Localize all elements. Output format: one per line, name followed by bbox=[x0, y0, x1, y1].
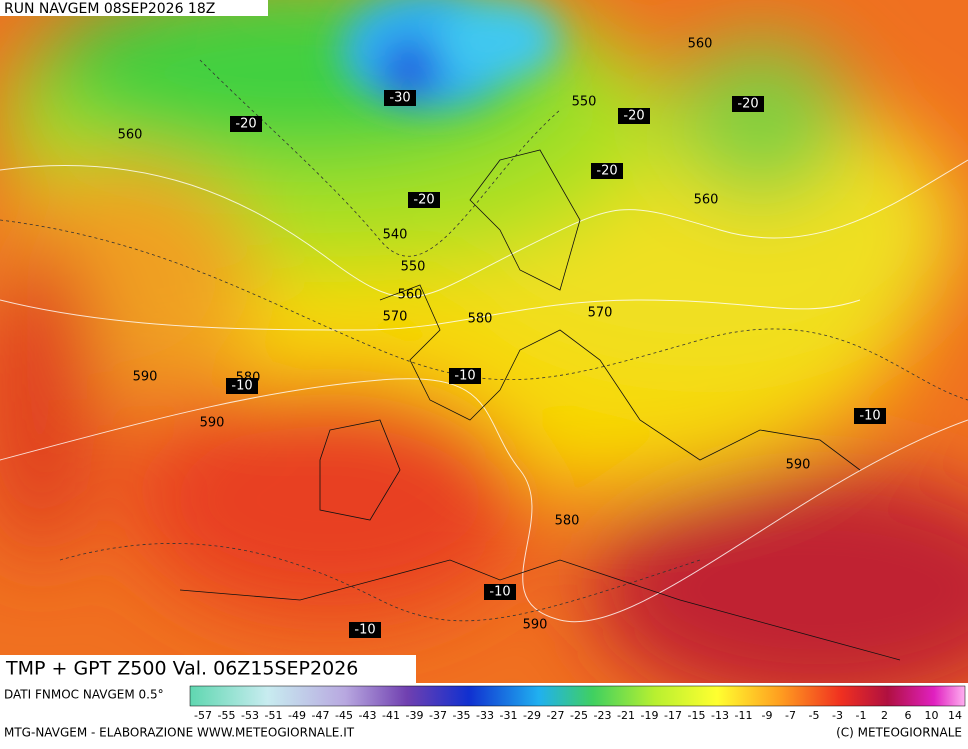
height-label: 570 bbox=[588, 306, 613, 321]
footer-copyright: (C) METEOGIORNALE bbox=[836, 726, 962, 740]
temperature-label: -10 bbox=[489, 585, 510, 600]
height-label: 560 bbox=[118, 128, 143, 143]
colorbar-tick-label: -57 bbox=[194, 709, 212, 722]
label-box bbox=[484, 584, 516, 600]
colorbar-tick-label: -1 bbox=[856, 709, 867, 722]
colorbar-tick-label: 14 bbox=[948, 709, 962, 722]
label-box bbox=[449, 368, 481, 384]
height-label: 590 bbox=[200, 416, 225, 431]
colorbar-tick-label: -5 bbox=[809, 709, 820, 722]
colorbar-tick-label: -37 bbox=[429, 709, 447, 722]
temperature-label: -20 bbox=[623, 109, 644, 124]
colorbar-source: DATI FNMOC NAVGEM 0.5° bbox=[4, 688, 164, 702]
label-box bbox=[226, 378, 258, 394]
colorbar-tick-label: -21 bbox=[617, 709, 635, 722]
height-label: 560 bbox=[694, 193, 719, 208]
temperature-label: -10 bbox=[231, 379, 252, 394]
temperature-label: -10 bbox=[454, 369, 475, 384]
temperature-label: -10 bbox=[354, 623, 375, 638]
map-title: TMP + GPT Z500 Val. 06Z15SEP2026 bbox=[5, 658, 358, 680]
temperature-label: -30 bbox=[389, 91, 410, 106]
colorbar-tick-label: -15 bbox=[688, 709, 706, 722]
colorbar-tick-label: -3 bbox=[832, 709, 843, 722]
height-label: 580 bbox=[555, 514, 580, 529]
height-label: 550 bbox=[572, 95, 597, 110]
temperature-label: -10 bbox=[859, 409, 880, 424]
height-label: 590 bbox=[133, 370, 158, 385]
colorbar-tick-label: -17 bbox=[664, 709, 682, 722]
colorbar-tick-label: -43 bbox=[359, 709, 377, 722]
colorbar-tick-label: 6 bbox=[905, 709, 912, 722]
colorbar-tick-label: -19 bbox=[641, 709, 659, 722]
colorbar-tick-label: -33 bbox=[476, 709, 494, 722]
colorbar-tick-label: -41 bbox=[382, 709, 400, 722]
colorbar-tick-label: 2 bbox=[881, 709, 888, 722]
colorbar-tick-label: -27 bbox=[547, 709, 565, 722]
colorbar-tick-label: -39 bbox=[406, 709, 424, 722]
height-label: 550 bbox=[401, 260, 426, 275]
height-label: 590 bbox=[523, 618, 548, 633]
height-label: 580 bbox=[468, 312, 493, 327]
colorbar-tick-label: -51 bbox=[265, 709, 283, 722]
colorbar-tick-label: -9 bbox=[762, 709, 773, 722]
label-box bbox=[349, 622, 381, 638]
label-box bbox=[732, 96, 764, 112]
colorbar-tick-label: -49 bbox=[288, 709, 306, 722]
colorbar bbox=[189, 685, 966, 707]
colorbar-tick-label: -55 bbox=[218, 709, 236, 722]
label-box bbox=[384, 90, 416, 106]
colorbar-tick-label: -53 bbox=[241, 709, 259, 722]
colorbar-tick-label: -7 bbox=[785, 709, 796, 722]
colorbar-tick-label: -25 bbox=[570, 709, 588, 722]
colorbar-tick-label: 10 bbox=[925, 709, 939, 722]
colorbar-tick-label: -35 bbox=[453, 709, 471, 722]
label-box bbox=[230, 116, 262, 132]
footer-credit: MTG-NAVGEM - ELABORAZIONE WWW.METEOGIORN… bbox=[4, 726, 355, 740]
colorbar-tick-label: -23 bbox=[594, 709, 612, 722]
colorbar-tick-label: -45 bbox=[335, 709, 353, 722]
height-label: 590 bbox=[786, 458, 811, 473]
colorbar-tick-label: -31 bbox=[500, 709, 518, 722]
field bbox=[0, 0, 968, 683]
label-box bbox=[408, 192, 440, 208]
colorbar-tick-label: -11 bbox=[735, 709, 753, 722]
colorbar-tick-label: -47 bbox=[312, 709, 330, 722]
temperature-label: -20 bbox=[596, 164, 617, 179]
label-box bbox=[854, 408, 886, 424]
label-box bbox=[591, 163, 623, 179]
temperature-label: -20 bbox=[413, 193, 434, 208]
height-label: 560 bbox=[688, 37, 713, 52]
label-box bbox=[618, 108, 650, 124]
colorbar-tick-label: -29 bbox=[523, 709, 541, 722]
height-label: 560 bbox=[398, 288, 423, 303]
height-label: 570 bbox=[383, 310, 408, 325]
header-box bbox=[0, 0, 268, 16]
temperature-label: -20 bbox=[235, 117, 256, 132]
run-label: RUN NAVGEM 08SEP2026 18Z bbox=[4, 1, 215, 17]
colorbar-tick-label: -13 bbox=[711, 709, 729, 722]
title-box bbox=[0, 655, 416, 683]
temperature-label: -20 bbox=[737, 97, 758, 112]
height-label: 540 bbox=[383, 228, 408, 243]
